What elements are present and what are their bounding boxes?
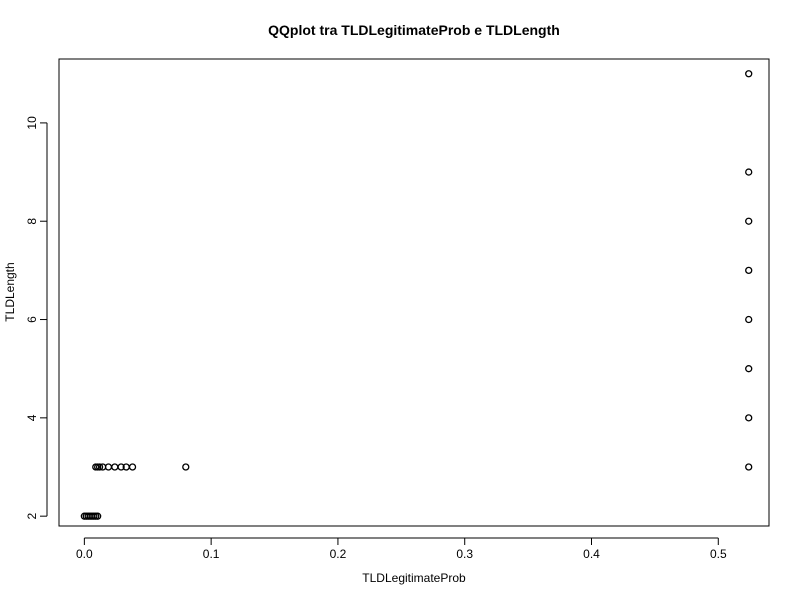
x-tick-label: 0.4 <box>583 547 600 561</box>
y-tick-label: 8 <box>25 218 39 225</box>
x-tick-label: 0.5 <box>710 547 727 561</box>
x-tick-label: 0.0 <box>76 547 93 561</box>
y-tick-label: 2 <box>25 513 39 520</box>
y-tick-label: 4 <box>25 414 39 421</box>
data-point <box>94 512 102 520</box>
data-point <box>117 463 125 471</box>
data-point <box>182 463 190 471</box>
data-point <box>745 70 753 78</box>
data-point <box>111 463 119 471</box>
x-axis: 0.0 0.1 0.2 0.3 0.4 0.5 <box>76 537 727 561</box>
x-tick-label: 0.1 <box>203 547 220 561</box>
data-point <box>95 463 104 471</box>
data-point <box>745 365 753 373</box>
data-point <box>745 266 753 275</box>
y-axis-label: TLDLength <box>3 262 17 321</box>
data-point <box>745 217 753 225</box>
x-tick-label: 0.2 <box>330 547 347 561</box>
plot-frame <box>58 58 770 527</box>
x-axis-label: TLDLegitimateProb <box>362 571 466 585</box>
y-tick-label: 6 <box>25 316 39 323</box>
data-points <box>80 70 753 520</box>
y-tick-label: 10 <box>25 116 39 130</box>
data-point <box>745 414 753 422</box>
chart-title: QQplot tra TLDLegitimateProb e TLDLength <box>268 22 560 38</box>
data-point <box>745 463 753 471</box>
data-point <box>745 168 753 176</box>
x-tick-label: 0.3 <box>456 547 473 561</box>
y-axis: 2 4 6 8 10 <box>25 116 48 520</box>
data-point <box>128 463 137 471</box>
data-point <box>745 315 753 324</box>
